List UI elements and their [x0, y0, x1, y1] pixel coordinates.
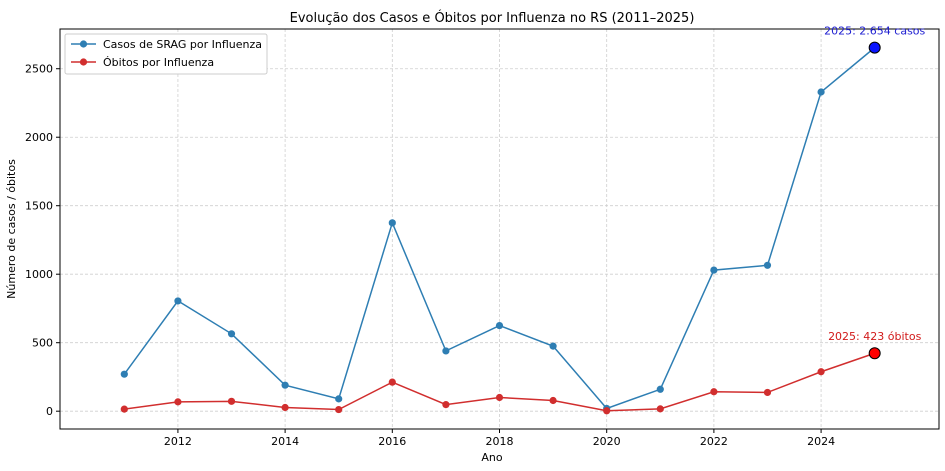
data-point [120, 405, 128, 413]
data-point [120, 370, 128, 378]
y-tick-label: 1000 [25, 268, 53, 281]
data-point [388, 378, 396, 386]
data-point [442, 401, 450, 409]
legend-marker [79, 40, 88, 48]
data-point [656, 385, 664, 393]
x-tick-label: 2014 [271, 435, 299, 448]
data-point [710, 388, 718, 396]
x-tick-label: 2012 [164, 435, 192, 448]
legend-label: Casos de SRAG por Influenza [103, 38, 262, 51]
y-axis: 0 500 1000 1500 2000 2500 [25, 63, 60, 418]
data-point [442, 347, 450, 355]
data-point [388, 219, 396, 227]
data-point [335, 395, 343, 403]
grid [60, 29, 939, 429]
chart-title: Evolução dos Casos e Óbitos por Influenz… [290, 10, 695, 26]
data-point [281, 403, 289, 412]
x-tick-label: 2020 [593, 435, 621, 448]
data-point [603, 407, 611, 415]
x-tick-label: 2018 [486, 435, 514, 448]
legend: Casos de SRAG por Influenza Óbitos por In… [64, 33, 268, 75]
data-point [763, 261, 772, 269]
highlight-marker [868, 41, 881, 54]
annotations-layer: 2025: 2.654 casos 2025: 423 óbitos [824, 25, 926, 360]
y-axis-label: Número de casos / óbitos [5, 159, 18, 299]
data-point [549, 396, 557, 405]
data-point [549, 342, 557, 350]
data-point [227, 397, 236, 405]
x-axis: 2012 2014 2016 2018 2020 2022 2024 [164, 429, 835, 448]
data-point [227, 330, 236, 338]
data-point [763, 388, 772, 397]
y-tick-label: 0 [46, 405, 53, 418]
legend-label: Óbitos por Influenza [103, 56, 214, 69]
x-tick-label: 2024 [807, 435, 835, 448]
legend-marker [79, 58, 88, 66]
data-point [495, 393, 504, 402]
data-point [817, 368, 825, 376]
legend-box [64, 33, 268, 75]
x-tick-label: 2016 [378, 435, 406, 448]
data-point [281, 381, 289, 389]
y-tick-label: 2500 [25, 63, 53, 76]
x-tick-label: 2022 [700, 435, 728, 448]
x-axis-label: Ano [481, 451, 502, 464]
data-point [495, 321, 504, 330]
data-point [174, 398, 182, 406]
annotation-label: 2025: 423 óbitos [828, 330, 922, 343]
data-point [710, 266, 718, 274]
y-tick-label: 2000 [25, 131, 53, 144]
highlight-marker [868, 347, 881, 360]
data-point [335, 405, 343, 414]
y-tick-label: 500 [32, 337, 53, 350]
data-point [174, 297, 182, 305]
series-casos [120, 44, 879, 413]
data-point [817, 88, 825, 96]
data-point [656, 405, 664, 413]
annotation-label: 2025: 2.654 casos [824, 25, 925, 38]
y-tick-label: 1500 [25, 200, 53, 213]
